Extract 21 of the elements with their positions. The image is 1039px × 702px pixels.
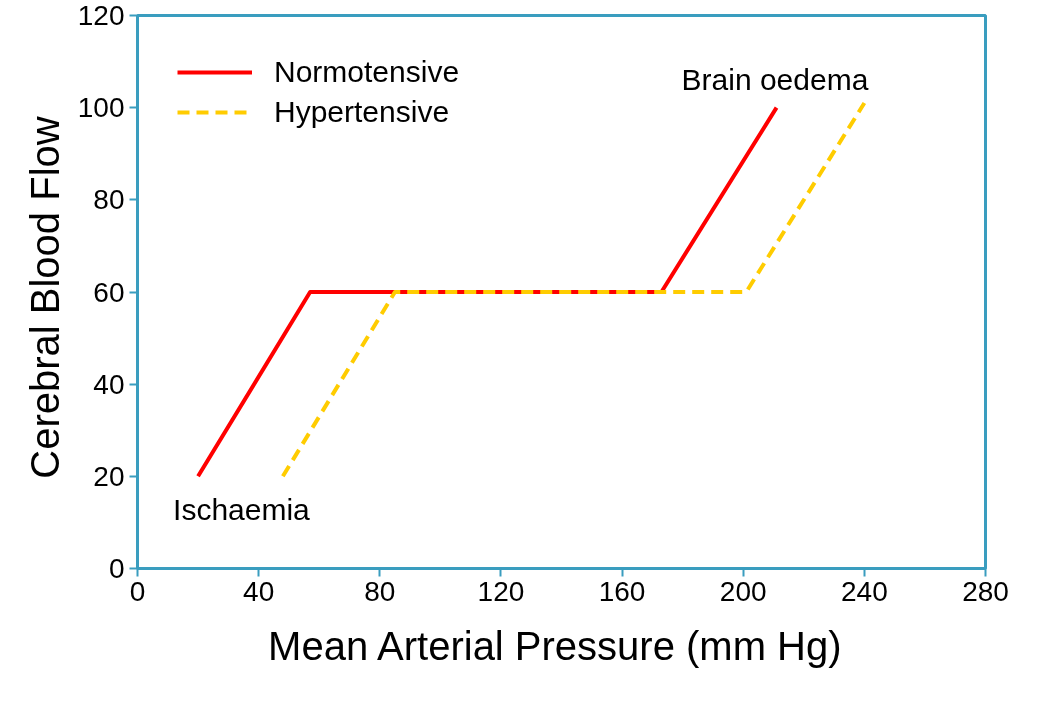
y-tick-label: 60 <box>93 276 125 308</box>
y-tick-label: 40 <box>93 368 125 400</box>
x-tick-label: 280 <box>962 575 1009 607</box>
y-tick-label: 80 <box>93 184 125 216</box>
x-tick-label: 240 <box>841 575 888 607</box>
legend-label: Hypertensive <box>274 95 450 129</box>
x-tick-label: 40 <box>243 575 275 607</box>
y-tick-label: 20 <box>93 460 125 492</box>
annotation: Brain oedema <box>681 62 869 96</box>
legend-label: Normotensive <box>274 55 460 89</box>
x-tick-label: 80 <box>364 575 396 607</box>
x-tick-label: 120 <box>477 575 525 607</box>
y-tick-label: 100 <box>77 92 125 124</box>
x-tick-label: 160 <box>598 575 646 607</box>
x-tick-label: 200 <box>719 575 767 607</box>
y-tick-label: 120 <box>77 0 125 31</box>
y-tick-label: 0 <box>108 553 125 584</box>
x-axis-title: Mean Arterial Pressure (mm Hg) <box>268 623 842 668</box>
annotation: Ischaemia <box>173 493 311 527</box>
y-axis-title: Cerebral Blood Flow <box>22 116 67 479</box>
x-tick-label: 0 <box>129 575 146 607</box>
